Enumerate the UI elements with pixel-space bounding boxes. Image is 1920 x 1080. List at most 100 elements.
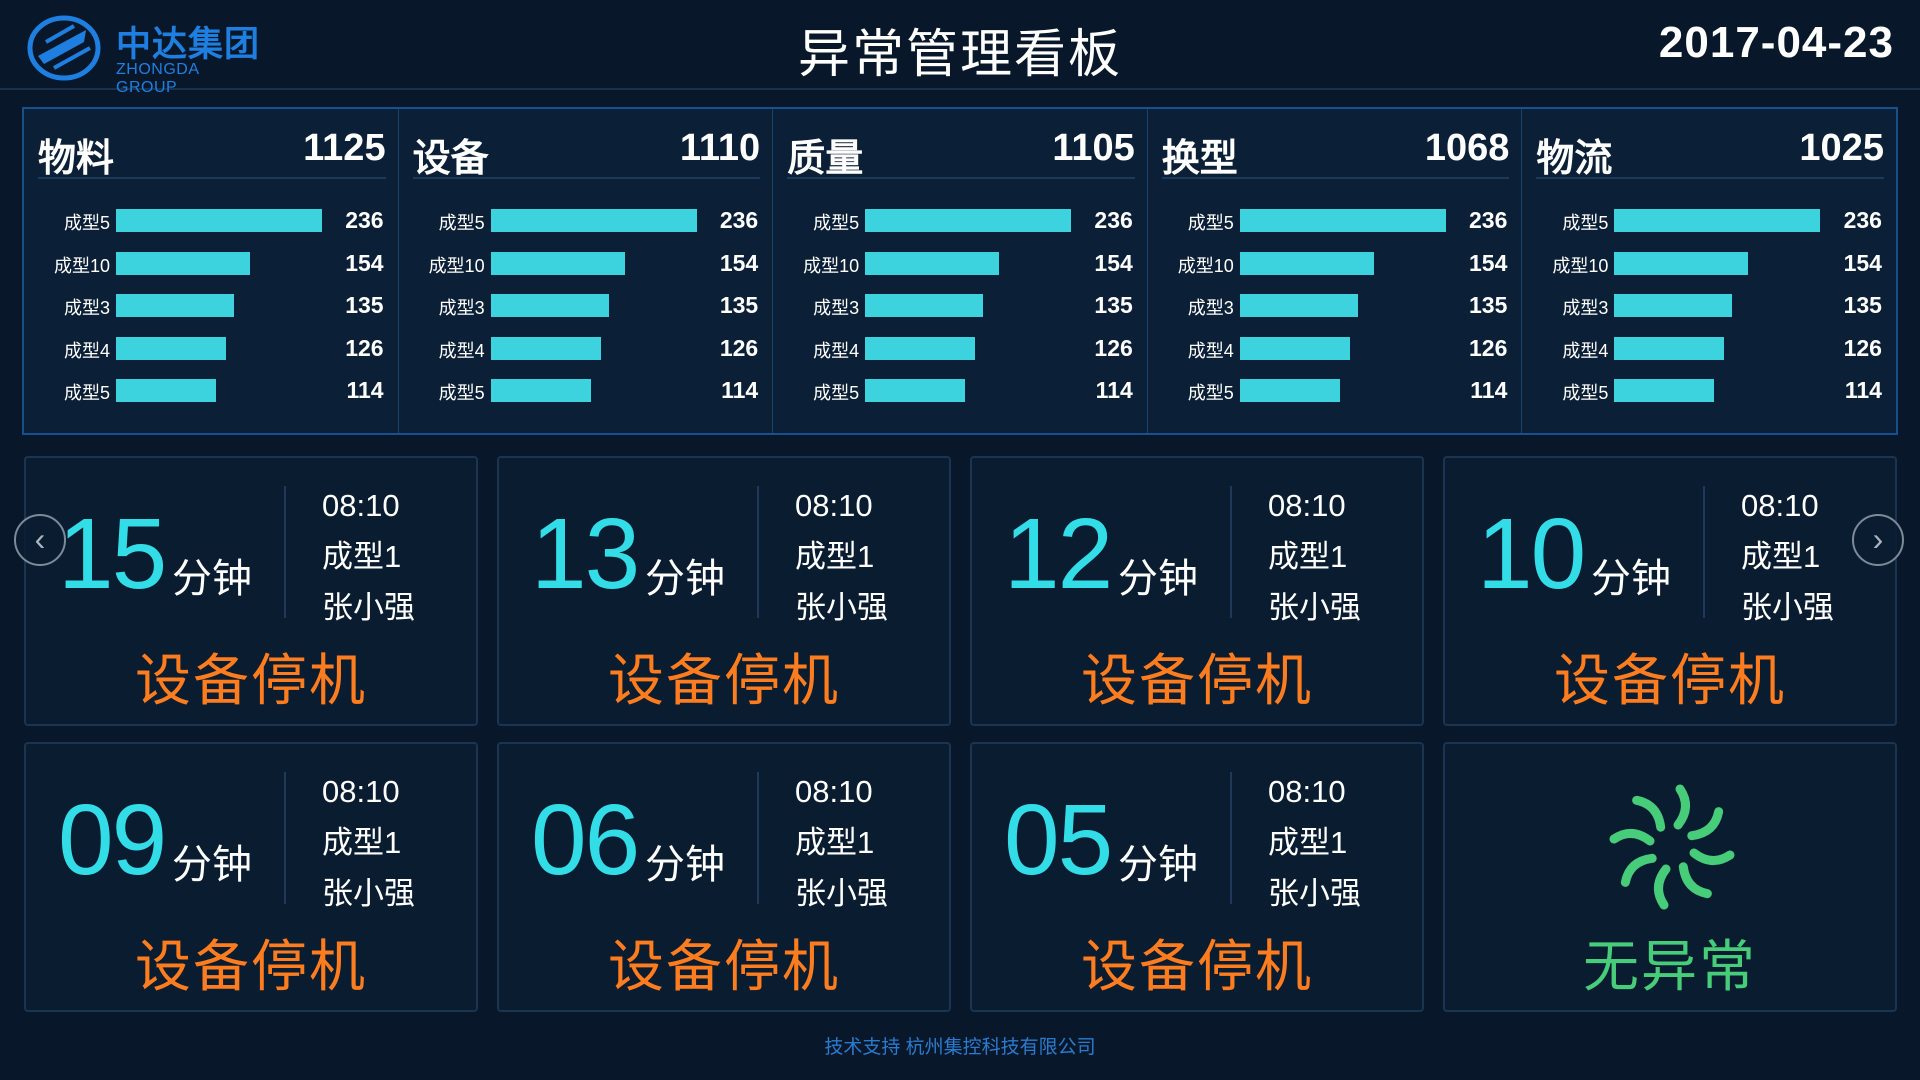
carousel-next-button[interactable]: ›	[1852, 514, 1904, 566]
alert-card[interactable]: 15 分钟 08:10 成型1 张小强 设备停机	[24, 456, 478, 726]
row-bar	[490, 336, 601, 360]
alert-card[interactable]: 05 分钟 08:10 成型1 张小强 设备停机	[970, 742, 1424, 1012]
pinwheel-icon	[1609, 784, 1735, 910]
row-label: 成型5	[1187, 213, 1234, 233]
row-value: 236	[1469, 207, 1508, 233]
row-label: 成型10	[53, 255, 110, 276]
row-label: 成型4	[1187, 340, 1234, 361]
category-total: 1068	[1424, 127, 1510, 169]
row-value: 126	[719, 334, 759, 361]
row-value: 236	[345, 207, 384, 233]
category-row: 成型4 126	[1148, 333, 1522, 376]
row-label: 成型5	[438, 213, 485, 233]
row-label: 成型3	[438, 298, 485, 318]
category-row: 成型10 154	[24, 248, 398, 291]
row-label: 成型5	[438, 383, 485, 403]
card-divider	[284, 486, 286, 618]
card-divider	[1230, 486, 1232, 618]
category-row: 成型10 154	[773, 248, 1147, 291]
category-rows: 成型5 236 成型10 154 成型3 135 成型4 126 成型5 114	[1148, 205, 1522, 418]
minutes-unit: 分钟	[1591, 557, 1671, 601]
row-label: 成型5	[813, 213, 860, 233]
card-info: 08:10 成型1 张小强	[322, 766, 415, 919]
card-info: 08:10 成型1 张小强	[795, 766, 888, 919]
alert-card[interactable]: 12 分钟 08:10 成型1 张小强 设备停机	[970, 456, 1424, 726]
row-bar	[1239, 251, 1374, 275]
row-label: 成型4	[438, 340, 485, 361]
alert-card[interactable]: 09 分钟 08:10 成型1 张小强 设备停机	[24, 742, 478, 1012]
category-name: 换型	[1161, 138, 1238, 180]
minutes-unit: 分钟	[172, 557, 252, 601]
row-label: 成型10	[1552, 255, 1609, 276]
alert-status: 设备停机	[135, 649, 367, 712]
production-line: 成型1	[1741, 539, 1821, 574]
category-row: 成型5 114	[773, 375, 1147, 418]
responsible-person: 张小强	[1268, 876, 1361, 911]
category-total: 1025	[1799, 127, 1884, 169]
row-bar	[1614, 294, 1733, 317]
row-bar	[116, 379, 216, 402]
carousel-prev-button[interactable]: ‹	[14, 514, 66, 566]
company-logo: 中达集团 ZHONGDA GROUP	[24, 8, 264, 96]
production-line: 成型1	[795, 825, 875, 860]
card-info: 08:10 成型1 张小强	[1268, 766, 1361, 919]
category-row: 成型5 114	[1522, 375, 1896, 418]
production-line: 成型1	[1268, 539, 1348, 574]
row-value: 154	[1843, 249, 1882, 276]
row-value: 114	[346, 377, 384, 403]
row-bar	[490, 294, 609, 317]
alert-card[interactable]: 10 分钟 08:10 成型1 张小强 设备停机	[1443, 456, 1897, 726]
logo-name-en: ZHONGDA GROUP	[116, 61, 199, 96]
row-bar	[1614, 251, 1749, 275]
row-value: 114	[721, 377, 759, 403]
row-bar	[865, 209, 1072, 232]
elapsed-minutes: 12	[1004, 498, 1113, 610]
category-column: 物料 1125 成型5 236 成型10 154 成型3 135 成型4 126 成型5 114	[24, 109, 399, 433]
row-bar	[490, 209, 697, 232]
row-bar	[865, 294, 984, 317]
row-bar	[865, 336, 976, 360]
alert-card[interactable]: 13 分钟 08:10 成型1 张小强 设备停机	[497, 456, 951, 726]
elapsed-minutes: 13	[531, 498, 640, 610]
row-bar	[116, 294, 234, 317]
elapsed-minutes: 05	[1004, 784, 1113, 896]
category-row: 成型5 114	[24, 375, 398, 418]
category-name: 物流	[1536, 138, 1613, 180]
row-value: 135	[1843, 292, 1882, 318]
category-row: 成型4 126	[1522, 333, 1896, 376]
no-alert-status: 无异常	[1583, 935, 1757, 998]
category-name: 设备	[412, 138, 489, 180]
alert-status: 设备停机	[608, 935, 840, 998]
row-bar	[116, 209, 322, 232]
card-info: 08:10 成型1 张小强	[322, 480, 415, 633]
production-line: 成型1	[795, 539, 875, 574]
row-bar	[1239, 336, 1350, 360]
category-row: 成型4 126	[773, 333, 1147, 376]
production-line: 成型1	[322, 539, 402, 574]
production-line: 成型1	[322, 825, 402, 860]
category-name: 质量	[787, 138, 864, 180]
category-row: 成型3 135	[24, 290, 398, 333]
row-label: 成型4	[813, 340, 860, 361]
row-bar	[116, 336, 226, 360]
row-value: 154	[345, 249, 384, 276]
category-row: 成型5 236	[399, 205, 773, 248]
alert-status: 设备停机	[1081, 935, 1313, 998]
card-divider	[757, 772, 759, 904]
category-row: 成型5 236	[773, 205, 1147, 248]
minutes-unit: 分钟	[645, 557, 725, 601]
row-label: 成型5	[63, 383, 110, 403]
date-display: 2017-04-23	[1658, 18, 1894, 67]
row-value: 114	[1470, 377, 1508, 403]
alert-card[interactable]: 06 分钟 08:10 成型1 张小强 设备停机	[497, 742, 951, 1012]
category-total: 1110	[679, 127, 761, 169]
category-column: 质量 1105 成型5 236 成型10 154 成型3 135 成型4 126 成型5 114	[773, 109, 1148, 433]
category-column: 设备 1110 成型5 236 成型10 154 成型3 135 成型4 126 成型5 114	[399, 109, 774, 433]
header: 中达集团 ZHONGDA GROUP 异常管理看板 2017-04-23	[0, 0, 1920, 96]
elapsed-minutes: 10	[1477, 498, 1586, 610]
production-line: 成型1	[1268, 825, 1348, 860]
minutes-unit: 分钟	[1118, 843, 1198, 887]
row-label: 成型5	[1187, 383, 1234, 403]
no-alert-card[interactable]: 无异常	[1443, 742, 1897, 1012]
category-row: 成型3 135	[1148, 290, 1522, 333]
